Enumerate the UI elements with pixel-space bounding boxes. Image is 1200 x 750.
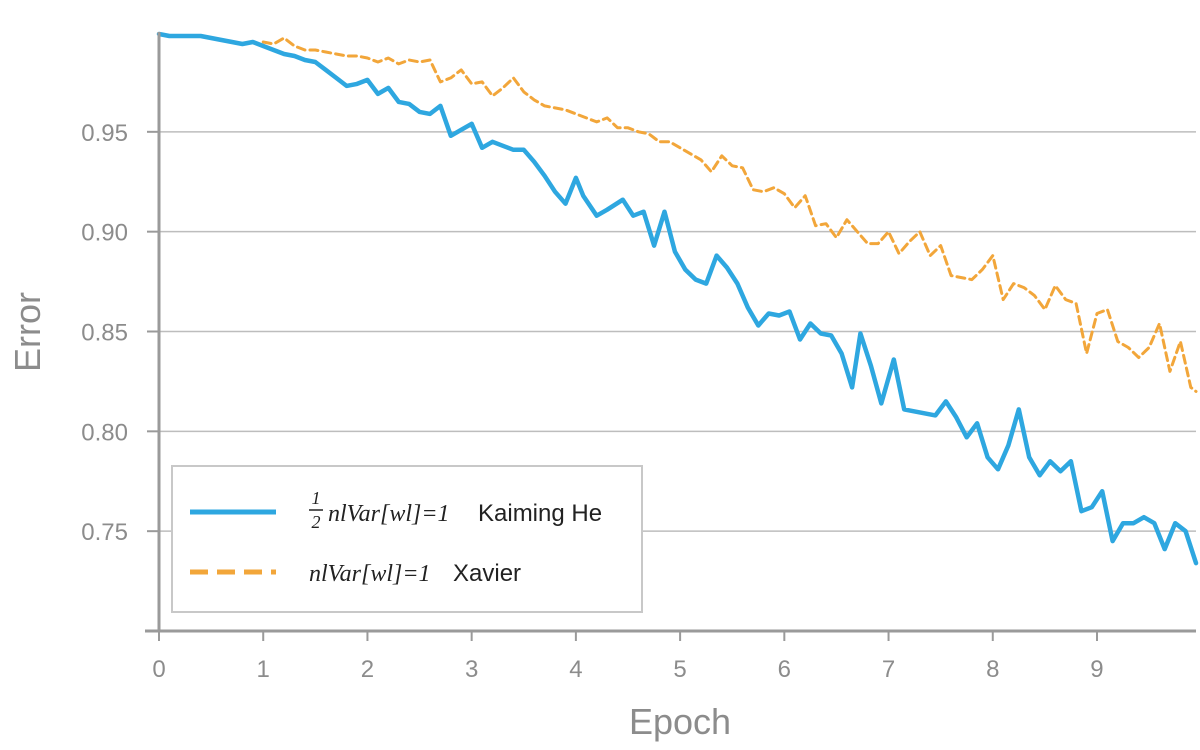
legend-formula-kaiming: nlVar[wl]=1 <box>328 501 450 527</box>
ticks: 0.75 0.80 0.85 0.90 0.95 0 1 2 3 4 5 6 7 8 9 <box>81 120 1103 683</box>
x-tick-label: 7 <box>882 656 895 683</box>
legend: 1 2 nlVar[wl]=1 Kaiming He nlVar[wl]=1 X… <box>171 465 643 613</box>
legend-entry-kaiming: 1 2 nlVar[wl]=1 Kaiming He <box>309 488 602 532</box>
legend-frac-numerator: 1 <box>312 488 321 508</box>
y-tick-label: 0.75 <box>81 519 128 546</box>
legend-entry-xavier: nlVar[wl]=1 Xavier <box>309 560 521 587</box>
x-tick-label: 2 <box>361 656 374 683</box>
x-tick-label: 0 <box>152 656 165 683</box>
x-tick-label: 5 <box>673 656 686 683</box>
series-lines <box>156 31 1199 566</box>
y-tick-label: 0.95 <box>81 120 128 147</box>
legend-box <box>171 465 643 613</box>
x-tick-label: 6 <box>778 656 791 683</box>
x-tick-label: 8 <box>986 656 999 683</box>
y-tick-label: 0.85 <box>81 320 128 347</box>
x-tick-label: 4 <box>569 656 582 683</box>
x-tick-label: 1 <box>257 656 270 683</box>
legend-frac-denominator: 2 <box>312 512 321 532</box>
legend-label-kaiming: Kaiming He <box>478 500 602 527</box>
y-axis-title: Error <box>7 292 48 372</box>
legend-label-xavier: Xavier <box>453 560 521 587</box>
y-tick-label: 0.90 <box>81 220 128 247</box>
x-tick-label: 9 <box>1090 656 1103 683</box>
x-tick-label: 3 <box>465 656 478 683</box>
series-line-xavier <box>261 36 1198 393</box>
legend-formula-xavier: nlVar[wl]=1 <box>309 561 431 587</box>
y-tick-label: 0.80 <box>81 419 128 446</box>
x-axis-title: Epoch <box>629 701 731 742</box>
series-line-kaiming-he <box>156 31 1199 566</box>
